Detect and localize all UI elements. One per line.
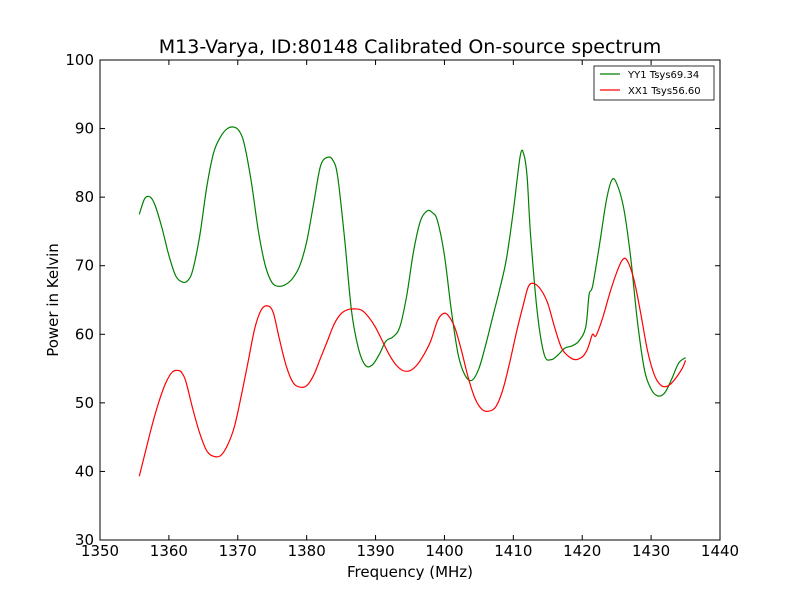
y-axis-label: Power in Kelvin — [44, 243, 62, 357]
series-line-yy1 — [138, 126, 686, 397]
chart-title: M13-Varya, ID:80148 Calibrated On-source… — [159, 36, 662, 58]
x-tick-label-1440: 1440 — [701, 542, 739, 560]
y-tick-label-40: 40 — [75, 462, 94, 480]
series-line-xx1 — [138, 257, 687, 477]
x-tick-label-1380: 1380 — [288, 542, 326, 560]
legend-label-xx1: XX1 Tsys56.60 — [628, 86, 701, 97]
plot-area — [99, 59, 721, 541]
plot-frame — [99, 59, 721, 541]
legend-box — [593, 65, 715, 101]
x-axis-label: Frequency (MHz) — [347, 563, 473, 581]
y-tick-label-80: 80 — [75, 188, 94, 206]
y-tick-label-90: 90 — [75, 120, 94, 138]
y-axis: 30 40 50 60 70 80 90 100 — [65, 51, 720, 549]
legend-label-yy1: YY1 Tsys69.34 — [627, 70, 699, 81]
y-tick-label-50: 50 — [75, 394, 94, 412]
series-layer — [138, 126, 687, 477]
x-tick-label-1400: 1400 — [425, 542, 463, 560]
x-axis: 1350 1360 1370 1380 1390 1400 1410 1420 1430 1440 — [81, 60, 739, 560]
y-tick-label-70: 70 — [75, 257, 94, 275]
x-tick-label-1430: 1430 — [632, 542, 670, 560]
y-tick-label-60: 60 — [75, 325, 94, 343]
x-tick-label-1390: 1390 — [356, 542, 394, 560]
x-tick-label-1360: 1360 — [150, 542, 188, 560]
x-tick-label-1410: 1410 — [494, 542, 532, 560]
y-tick-label-100: 100 — [65, 51, 94, 69]
x-tick-label-1350: 1350 — [81, 542, 119, 560]
legend: YY1 Tsys69.34 XX1 Tsys56.60 — [593, 65, 715, 101]
x-tick-label-1420: 1420 — [563, 542, 601, 560]
x-tick-label-1370: 1370 — [219, 542, 257, 560]
y-tick-label-30: 30 — [75, 531, 94, 549]
